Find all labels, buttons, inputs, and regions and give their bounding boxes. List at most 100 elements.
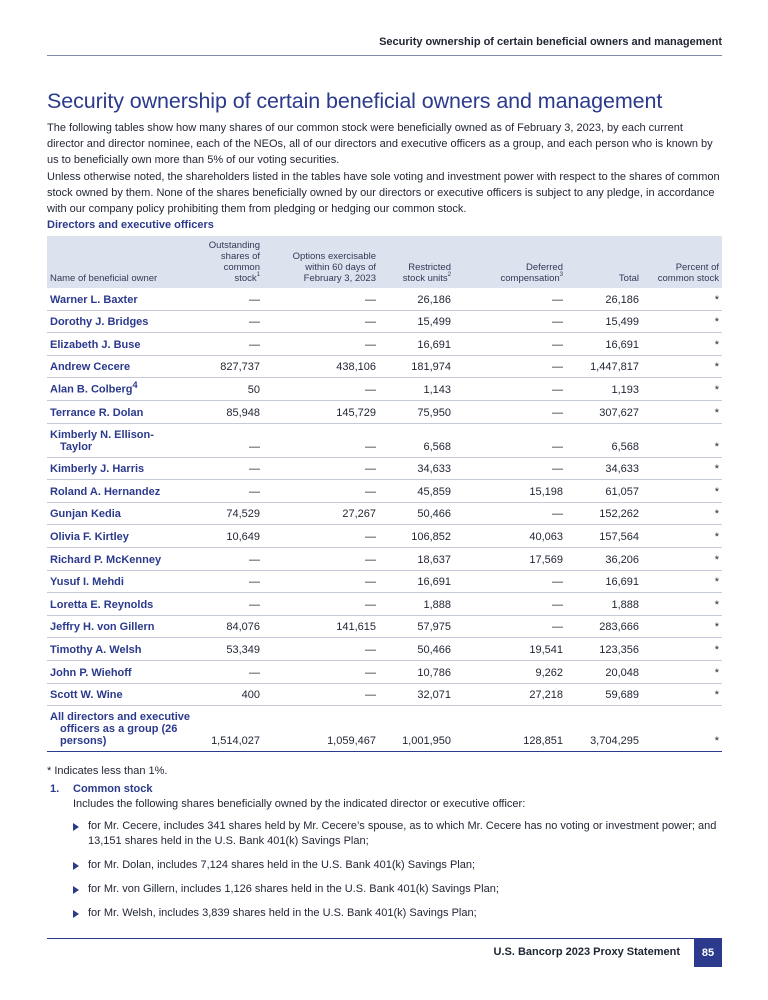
cell-total: 34,633	[605, 463, 639, 476]
cell-total: 16,691	[605, 338, 639, 351]
cell-total: 36,206	[605, 553, 639, 566]
cell-restricted: 50,466	[417, 643, 451, 656]
cell-restricted: 26,186	[417, 293, 451, 306]
cell-options: 438,106	[336, 361, 376, 374]
cell-total: 307,627	[599, 406, 639, 419]
triangle-bullet-icon	[73, 861, 79, 870]
cell-outstanding: 84,076	[226, 621, 260, 634]
header-name: Name of beneficial owner	[50, 273, 158, 284]
owner-name: Andrew Cecere	[50, 361, 131, 374]
cell-restricted: 45,859	[417, 485, 451, 498]
cell-outstanding: —	[249, 485, 260, 498]
cell-outstanding: 827,737	[220, 361, 260, 374]
footnote-bullet: for Mr. von Gillern, includes 1,126 shar…	[73, 882, 722, 897]
cell-percent: *	[714, 463, 719, 476]
cell-deferred: —	[552, 383, 563, 396]
cell-deferred: —	[552, 338, 563, 351]
cell-total: 26,186	[605, 293, 639, 306]
footer-divider	[47, 938, 722, 939]
cell-options: —	[365, 689, 376, 702]
owner-name: Yusuf I. Mehdi	[50, 576, 124, 589]
cell-outstanding: —	[249, 316, 260, 329]
cell-percent: *	[714, 735, 719, 748]
footnote-description: Includes the following shares beneficial…	[73, 798, 526, 810]
cell-restricted: 1,888	[423, 598, 451, 611]
header-outstanding: Outstanding shares of common stock1	[208, 240, 260, 284]
cell-deferred: 19,541	[529, 643, 563, 656]
cell-outstanding: —	[249, 338, 260, 351]
table-row: Scott W. Wine 400 — 32,071 27,218 59,689 *	[47, 684, 722, 707]
cell-options: 145,729	[336, 406, 376, 419]
triangle-bullet-icon	[73, 909, 79, 918]
header-total: Total	[618, 273, 639, 284]
cell-options: —	[365, 485, 376, 498]
cell-deferred: 15,198	[529, 485, 563, 498]
owner-name: Kimberly N. Ellison-Taylor	[50, 428, 154, 453]
cell-total: 59,689	[605, 689, 639, 702]
cell-outstanding: —	[249, 576, 260, 589]
cell-restricted: 6,568	[423, 440, 451, 453]
cell-deferred: —	[552, 508, 563, 521]
cell-outstanding: 85,948	[226, 406, 260, 419]
cell-total: 61,057	[605, 485, 639, 498]
cell-outstanding: 50	[247, 383, 260, 396]
table-row: Richard P. McKenney — — 18,637 17,569 36,206 *	[47, 548, 722, 571]
cell-options: —	[365, 576, 376, 589]
table-row: Elizabeth J. Buse — — 16,691 — 16,691 *	[47, 333, 722, 356]
owner-name: Olivia F. Kirtley	[50, 530, 129, 543]
footnote-title: Common stock	[73, 783, 153, 795]
cell-percent: *	[714, 361, 719, 374]
cell-percent: *	[714, 666, 719, 679]
table-row: Roland A. Hernandez — — 45,859 15,198 61,057 *	[47, 480, 722, 503]
table-row: Yusuf I. Mehdi — — 16,691 — 16,691 *	[47, 571, 722, 594]
cell-outstanding: 1,514,027	[211, 735, 260, 748]
cell-options: —	[365, 666, 376, 679]
cell-options: —	[365, 598, 376, 611]
owner-name: Terrance R. Dolan	[50, 406, 144, 419]
cell-options: 141,615	[336, 621, 376, 634]
owner-name: Elizabeth J. Buse	[50, 338, 141, 351]
table-row: Warner L. Baxter — — 26,186 — 26,186 *	[47, 288, 722, 311]
cell-total: 1,447,817	[590, 361, 639, 374]
cell-percent: *	[714, 485, 719, 498]
cell-deferred: —	[552, 406, 563, 419]
cell-percent: *	[714, 553, 719, 566]
cell-restricted: 1,001,950	[402, 735, 451, 748]
intro-paragraph-2: Unless otherwise noted, the shareholders…	[47, 171, 720, 215]
cell-restricted: 16,691	[417, 338, 451, 351]
cell-options: —	[365, 440, 376, 453]
cell-outstanding: —	[249, 666, 260, 679]
cell-total: 16,691	[605, 576, 639, 589]
cell-restricted: 15,499	[417, 316, 451, 329]
cell-deferred: —	[552, 361, 563, 374]
table-row: Alan B. Colberg4 50 — 1,143 — 1,193 *	[47, 378, 722, 401]
footnote-number: 1.	[50, 783, 60, 795]
cell-deferred: —	[552, 316, 563, 329]
cell-deferred: —	[552, 598, 563, 611]
cell-outstanding: 74,529	[226, 508, 260, 521]
owner-name: John P. Wiehoff	[50, 666, 132, 679]
cell-restricted: 1,143	[423, 383, 451, 396]
header-divider	[47, 55, 722, 56]
cell-restricted: 75,950	[417, 406, 451, 419]
cell-total: 1,193	[611, 383, 639, 396]
cell-outstanding: —	[249, 293, 260, 306]
owner-name: Gunjan Kedia	[50, 508, 121, 521]
cell-total: 1,888	[611, 598, 639, 611]
owner-name: Richard P. McKenney	[50, 553, 162, 566]
owner-name: Warner L. Baxter	[50, 293, 138, 306]
cell-outstanding: —	[249, 463, 260, 476]
owner-name: Kimberly J. Harris	[50, 463, 145, 476]
cell-options: —	[365, 383, 376, 396]
page: Security ownership of certain beneficial…	[47, 0, 722, 1000]
table-row: John P. Wiehoff — — 10,786 9,262 20,048 *	[47, 661, 722, 684]
table-row: Loretta E. Reynolds — — 1,888 — 1,888 *	[47, 593, 722, 616]
cell-total: 6,568	[611, 440, 639, 453]
cell-deferred: 40,063	[529, 530, 563, 543]
cell-percent: *	[714, 598, 719, 611]
owner-name: Dorothy J. Bridges	[50, 316, 149, 329]
table-row: Jeffry H. von Gillern 84,076 141,615 57,975…	[47, 616, 722, 639]
cell-restricted: 181,974	[411, 361, 451, 374]
footnote-bullet: for Mr. Welsh, includes 3,839 shares hel…	[73, 906, 722, 921]
table-header: Name of beneficial owner Outstanding sha…	[47, 236, 722, 288]
